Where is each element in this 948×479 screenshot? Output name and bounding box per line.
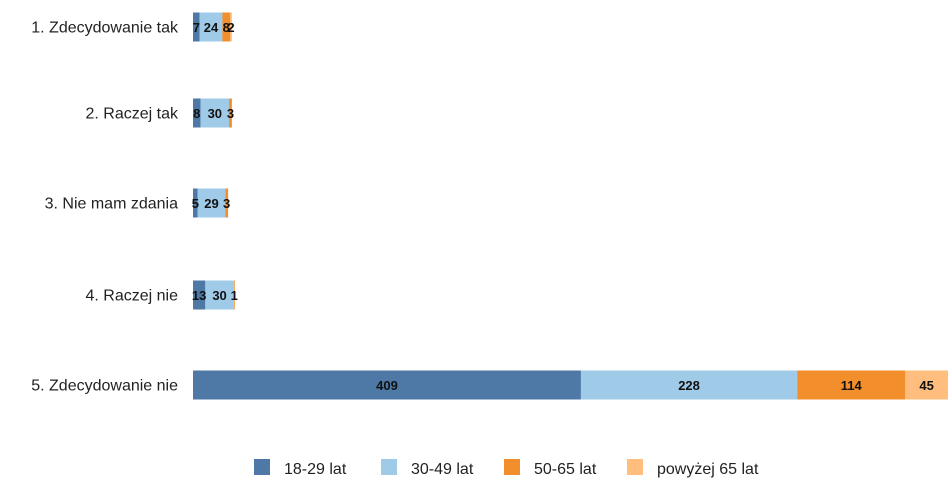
data-label: 228 bbox=[678, 378, 700, 393]
category-labels: 1. Zdecydowanie tak 2. Raczej tak 3. Nie m… bbox=[31, 20, 179, 395]
data-label: 7 bbox=[193, 20, 200, 35]
data-label: 30 bbox=[208, 106, 222, 121]
category-label: 3. Nie mam zdania bbox=[45, 196, 178, 213]
legend: 18-29 lat 30-49 lat 50-65 lat powyżej 65 la… bbox=[254, 459, 759, 478]
category-label: 4. Raczej nie bbox=[86, 288, 179, 305]
category-label: 1. Zdecydowanie tak bbox=[31, 20, 179, 37]
legend-swatch bbox=[381, 459, 397, 475]
category-label: 5. Zdecydowanie nie bbox=[31, 378, 178, 395]
legend-label: 30-49 lat bbox=[411, 461, 474, 478]
category-label: 2. Raczej tak bbox=[86, 106, 179, 123]
data-label: 1 bbox=[231, 288, 238, 303]
data-label: 24 bbox=[204, 20, 219, 35]
legend-label: 18-29 lat bbox=[284, 461, 347, 478]
data-label: 3 bbox=[227, 106, 234, 121]
legend-label: powyżej 65 lat bbox=[657, 461, 759, 478]
data-label: 5 bbox=[192, 196, 199, 211]
data-label: 3 bbox=[223, 196, 230, 211]
legend-swatch bbox=[627, 459, 643, 475]
data-label: 409 bbox=[376, 378, 398, 393]
bars bbox=[193, 13, 948, 400]
legend-swatch bbox=[254, 459, 270, 475]
data-label: 45 bbox=[919, 378, 933, 393]
data-label: 8 bbox=[193, 106, 200, 121]
data-label: 2 bbox=[227, 20, 234, 35]
data-label: 30 bbox=[212, 288, 226, 303]
data-label: 29 bbox=[204, 196, 218, 211]
legend-swatch bbox=[504, 459, 520, 475]
data-label: 114 bbox=[841, 378, 863, 393]
data-label: 13 bbox=[192, 288, 206, 303]
legend-label: 50-65 lat bbox=[534, 461, 597, 478]
